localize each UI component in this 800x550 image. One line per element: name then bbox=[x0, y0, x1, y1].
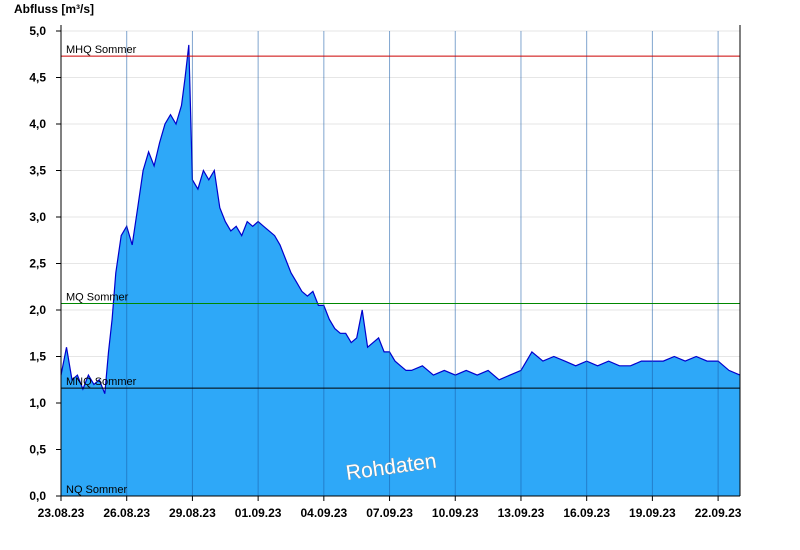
x-tick-label: 13.09.23 bbox=[498, 506, 545, 520]
y-axis-label: Abfluss [m³/s] bbox=[14, 2, 94, 16]
x-tick-label: 01.09.23 bbox=[235, 506, 282, 520]
x-tick-label: 07.09.23 bbox=[366, 506, 413, 520]
axes bbox=[56, 25, 741, 501]
y-tick-label: 2,0 bbox=[29, 303, 46, 317]
y-tick-label: 1,0 bbox=[29, 396, 46, 410]
y-tick-label: 2,5 bbox=[29, 257, 46, 271]
y-tick-label: 4,0 bbox=[29, 117, 46, 131]
y-tick-label: 3,0 bbox=[29, 210, 46, 224]
discharge-line bbox=[60, 44, 741, 394]
x-tick-label: 04.09.23 bbox=[300, 506, 347, 520]
reference-line-label: NQ Sommer bbox=[66, 484, 127, 496]
reference-lines: MHQ Sommer MQ Sommer MNQ Sommer NQ Sommer bbox=[61, 44, 740, 497]
x-tick-label: 29.08.23 bbox=[169, 506, 216, 520]
x-tick-label: 16.09.23 bbox=[563, 506, 610, 520]
y-tick-label: 4,5 bbox=[29, 71, 46, 85]
y-tick-label: 1,5 bbox=[29, 350, 46, 364]
x-tick-labels: 23.08.23 26.08.23 29.08.23 01.09.23 04.09.23… bbox=[38, 506, 742, 520]
y-tick-label: 3,5 bbox=[29, 164, 46, 178]
x-tick-label: 22.09.23 bbox=[695, 506, 742, 520]
discharge-area bbox=[61, 44, 740, 497]
y-tick-labels: 0,0 0,5 1,0 1,5 2,0 2,5 3,0 3,5 4,0 4,5 5,0 bbox=[29, 24, 46, 503]
x-tick-label: 10.09.23 bbox=[432, 506, 479, 520]
y-tick-label: 0,0 bbox=[29, 489, 46, 503]
y-tick-label: 5,0 bbox=[29, 24, 46, 38]
x-tick-label: 26.08.23 bbox=[103, 506, 150, 520]
area-series bbox=[60, 44, 741, 497]
reference-line-label: MHQ Sommer bbox=[66, 44, 137, 56]
y-tick-label: 0,5 bbox=[29, 443, 46, 457]
x-tick-label: 19.09.23 bbox=[629, 506, 676, 520]
reference-line-label: MNQ Sommer bbox=[66, 376, 137, 388]
reference-line-label: MQ Sommer bbox=[66, 291, 129, 303]
x-tick-label: 23.08.23 bbox=[38, 506, 85, 520]
